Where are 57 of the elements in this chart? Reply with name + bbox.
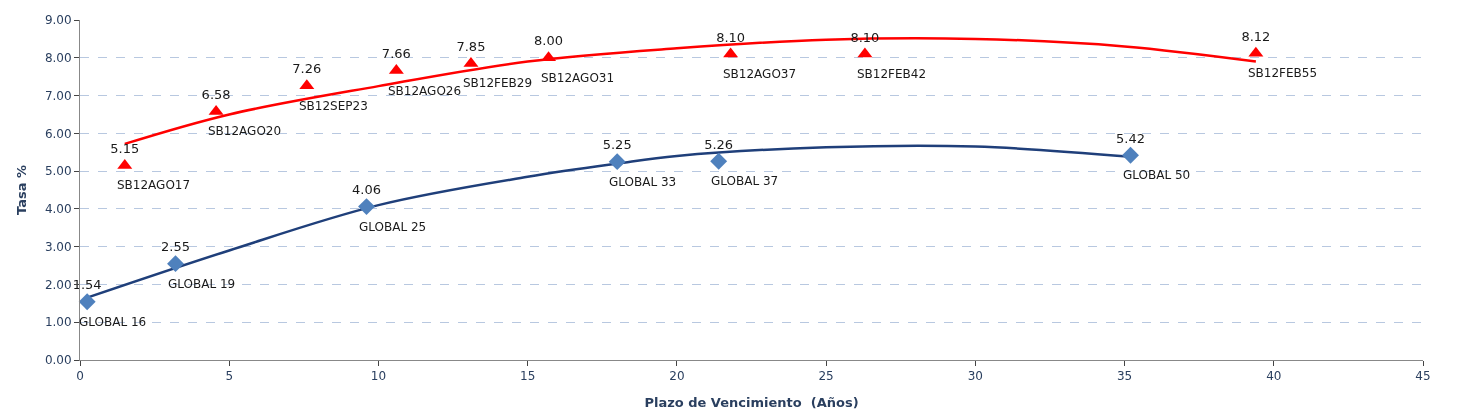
point: [608, 153, 626, 171]
annotation: SB12FEB55: [1248, 66, 1318, 80]
y-tick-label: 2.00: [44, 277, 72, 292]
y-tick-label: 0.00: [44, 353, 72, 368]
x-tick-label: 20: [669, 369, 685, 384]
x-tick-label: 35: [1116, 369, 1133, 384]
point: [167, 255, 184, 273]
annotation: SB12AGO20: [208, 124, 282, 138]
x-tick-label: 15: [520, 369, 536, 384]
data-label: 8.12: [1241, 28, 1271, 44]
data-label: 8.10: [716, 29, 746, 45]
data-label: 1.54: [72, 277, 102, 293]
annotation: SB12AGO37: [723, 67, 797, 81]
data-label: 5.25: [602, 137, 632, 153]
y-tick-label: 3.00: [44, 239, 72, 254]
x-tick-label: 10: [370, 369, 387, 384]
annotation: GLOBAL 25: [359, 220, 427, 234]
x-tick-label: 45: [1415, 369, 1431, 384]
annotation: SB12SEP23: [299, 99, 368, 113]
annotation: SB12AGO17: [117, 178, 191, 192]
annotation: SB12AGO26: [388, 84, 462, 98]
point: [710, 152, 728, 170]
data-label: 5.42: [1116, 130, 1145, 146]
x-tick-label: 5: [225, 369, 234, 384]
y-tick-label: 4.00: [44, 202, 72, 217]
annotation: GLOBAL 33: [609, 175, 677, 189]
point: [1122, 146, 1139, 164]
annotation: GLOBAL 19: [168, 277, 236, 291]
annotation: SB12AGO31: [541, 71, 615, 85]
point: [358, 198, 375, 216]
data-label: 4.06: [352, 182, 381, 198]
data-label: 7.66: [381, 46, 411, 62]
data-label: 5.15: [110, 141, 140, 157]
y-tick-label: 8.00: [44, 50, 72, 65]
data-label: 8.00: [534, 33, 564, 49]
data-label: 7.85: [456, 39, 486, 55]
y-axis-title: Tasa %: [13, 164, 29, 216]
y-tick-label: 6.00: [44, 126, 72, 141]
data-label: 5.26: [704, 136, 734, 152]
x-tick-label: 25: [818, 369, 834, 384]
annotation: GLOBAL 50: [1123, 168, 1191, 182]
annotation: SB12FEB29: [463, 76, 533, 90]
x-tick-label: 30: [967, 369, 983, 384]
point: [78, 293, 96, 311]
y-tick-label: 1.00: [44, 315, 72, 330]
data-label: 6.58: [201, 87, 231, 103]
annotation: GLOBAL 37: [711, 174, 779, 188]
y-tick-label: 9.00: [44, 13, 72, 28]
y-tick-label: 5.00: [44, 164, 72, 179]
x-tick-label: 0: [76, 369, 84, 384]
y-tick-label: 7.00: [44, 88, 72, 103]
annotation: GLOBAL 16: [79, 315, 147, 329]
x-axis-title: Plazo de Vencimiento (Años): [644, 395, 859, 410]
annotation: SB12FEB42: [857, 67, 927, 81]
x-tick-label: 40: [1266, 369, 1282, 384]
data-label: 7.26: [292, 61, 322, 77]
data-label: 2.55: [161, 239, 190, 255]
